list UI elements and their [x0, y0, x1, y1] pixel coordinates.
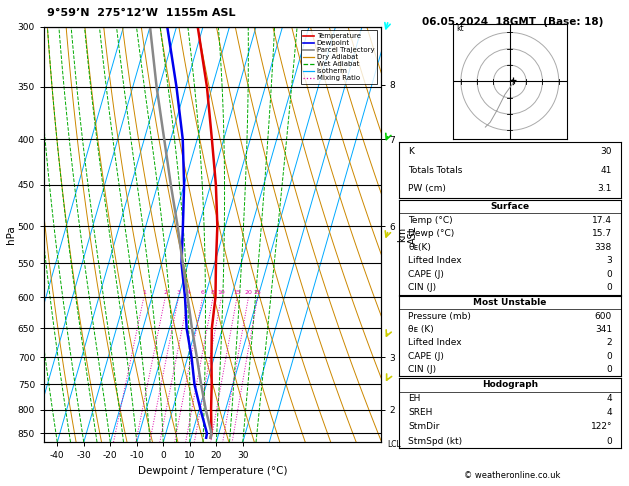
- Text: 0: 0: [606, 365, 612, 374]
- Text: 6: 6: [201, 290, 204, 295]
- Text: 15: 15: [233, 290, 241, 295]
- Text: 4: 4: [606, 408, 612, 417]
- Text: 4: 4: [186, 290, 191, 295]
- Text: 25: 25: [253, 290, 262, 295]
- Text: Lifted Index: Lifted Index: [408, 256, 462, 265]
- Text: Dewp (°C): Dewp (°C): [408, 229, 455, 238]
- Text: 0: 0: [606, 283, 612, 292]
- Y-axis label: km
ASL: km ASL: [397, 226, 418, 243]
- Text: LCL: LCL: [387, 440, 401, 449]
- Text: θᴇ(K): θᴇ(K): [408, 243, 431, 252]
- Text: Lifted Index: Lifted Index: [408, 338, 462, 347]
- Text: Surface: Surface: [491, 202, 530, 211]
- Text: 341: 341: [595, 325, 612, 334]
- Text: 0: 0: [606, 351, 612, 361]
- Text: StmDir: StmDir: [408, 422, 440, 432]
- Text: 20: 20: [245, 290, 252, 295]
- Text: θᴇ (K): θᴇ (K): [408, 325, 434, 334]
- Text: SREH: SREH: [408, 408, 433, 417]
- Text: EH: EH: [408, 394, 421, 403]
- Legend: Temperature, Dewpoint, Parcel Trajectory, Dry Adiabat, Wet Adiabat, Isotherm, Mi: Temperature, Dewpoint, Parcel Trajectory…: [301, 30, 377, 84]
- Text: CAPE (J): CAPE (J): [408, 270, 444, 278]
- Text: 06.05.2024  18GMT  (Base: 18): 06.05.2024 18GMT (Base: 18): [422, 17, 603, 27]
- Y-axis label: hPa: hPa: [6, 225, 16, 244]
- Text: Temp (°C): Temp (°C): [408, 216, 453, 225]
- Text: © weatheronline.co.uk: © weatheronline.co.uk: [464, 471, 561, 480]
- Text: 0: 0: [606, 270, 612, 278]
- Text: Totals Totals: Totals Totals: [408, 166, 463, 175]
- Text: 30: 30: [601, 147, 612, 156]
- Text: 9°59’N  275°12’W  1155m ASL: 9°59’N 275°12’W 1155m ASL: [47, 8, 236, 18]
- Text: kt: kt: [456, 24, 464, 33]
- Text: 8: 8: [211, 290, 215, 295]
- Text: K: K: [408, 147, 414, 156]
- Text: 17.4: 17.4: [592, 216, 612, 225]
- Text: CAPE (J): CAPE (J): [408, 351, 444, 361]
- Text: 41: 41: [601, 166, 612, 175]
- Text: Most Unstable: Most Unstable: [474, 298, 547, 307]
- Text: CIN (J): CIN (J): [408, 365, 437, 374]
- Text: Hodograph: Hodograph: [482, 380, 538, 389]
- Text: StmSpd (kt): StmSpd (kt): [408, 436, 462, 446]
- Text: 600: 600: [594, 312, 612, 321]
- X-axis label: Dewpoint / Temperature (°C): Dewpoint / Temperature (°C): [138, 466, 287, 476]
- Text: 338: 338: [594, 243, 612, 252]
- Text: 3: 3: [606, 256, 612, 265]
- Text: 4: 4: [606, 394, 612, 403]
- Text: 0: 0: [606, 436, 612, 446]
- Text: 2: 2: [606, 338, 612, 347]
- Text: 122°: 122°: [591, 422, 612, 432]
- Text: 10: 10: [218, 290, 225, 295]
- Text: 1: 1: [142, 290, 146, 295]
- Text: CIN (J): CIN (J): [408, 283, 437, 292]
- Text: 2: 2: [164, 290, 167, 295]
- Text: PW (cm): PW (cm): [408, 185, 446, 193]
- Text: Pressure (mb): Pressure (mb): [408, 312, 471, 321]
- Text: 15.7: 15.7: [592, 229, 612, 238]
- Text: 3: 3: [177, 290, 181, 295]
- Text: 3.1: 3.1: [598, 185, 612, 193]
